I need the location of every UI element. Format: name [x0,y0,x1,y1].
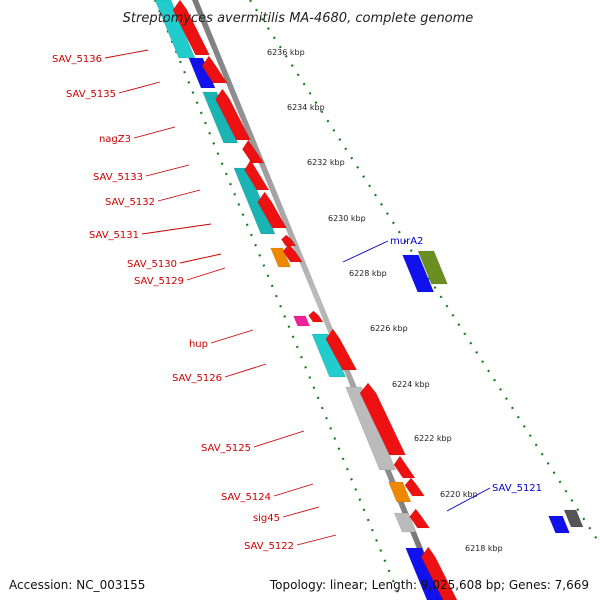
scale-tick-label: 6232 kbp [307,158,345,167]
gene-label[interactable]: SAV_5121 [492,483,542,494]
scale-tick-label: 6234 kbp [287,103,325,112]
leader-line [253,430,305,448]
scale-tick-label: 6224 kbp [392,380,430,389]
map-title: Streptomyces avermitilis MA-4680, comple… [123,11,474,26]
gene-feature [202,91,239,144]
scale-tick-label: 6220 kbp [440,490,478,499]
gene-feature [233,167,276,235]
gene-label[interactable]: SAV_5133 [93,172,143,183]
gene-label[interactable]: SAV_5122 [244,541,294,552]
leader-line [179,253,222,264]
gene-feature [188,57,216,89]
gene-feature [282,243,303,263]
gene-feature [548,515,570,534]
leader-line [186,267,226,281]
gene-feature [420,546,458,600]
gene-feature [215,88,251,141]
scale-tick-label: 6226 kbp [370,324,408,333]
leader-line [104,49,149,59]
gene-label[interactable]: SAV_5136 [52,54,102,65]
gene-label[interactable]: SAV_5125 [201,443,251,454]
label-layer: SAV_5136 SAV_5135 nagZ3 SAV_5133 SAV_5132 SAV… [52,49,542,552]
gene-feature [280,234,297,247]
scale-tick-label: 6222 kbp [414,434,452,443]
feature-layer [154,0,584,600]
gene-feature [311,333,347,378]
leader-line [296,534,337,546]
scale-tick-label: 6236 kbp [267,48,305,57]
leader-line [141,223,212,235]
gene-feature [404,477,425,497]
inner-scale-track [153,0,403,600]
leader-line [133,126,176,139]
leader-line [273,483,314,497]
leader-line [446,487,491,512]
gene-feature [308,310,324,323]
gene-label[interactable]: nagZ3 [99,134,131,145]
summary-text: Topology: linear; Length: 9,025,608 bp; … [269,578,589,592]
leader-line [145,164,190,177]
leader-line [282,506,320,518]
backbone-layer [192,0,444,600]
gene-label[interactable]: SAV_5135 [66,89,116,100]
gene-feature [409,508,431,529]
gene-feature [270,247,291,268]
accession-text: Accession: NC_003155 [9,578,146,592]
gene-feature [388,481,412,503]
gene-feature [359,382,407,456]
gene-feature [172,0,211,56]
gene-feature [417,250,448,285]
genome-backbone [192,0,444,600]
leader-line [342,240,389,263]
gene-label[interactable]: SAV_5129 [134,276,184,287]
outer-scale-track [249,0,600,547]
gene-feature [563,509,584,528]
leader-line [118,81,161,94]
gene-label[interactable]: SAV_5132 [105,197,155,208]
gene-label[interactable]: SAV_5124 [221,492,271,503]
gene-label[interactable]: murA2 [390,236,423,247]
gene-feature [405,547,444,600]
gene-feature [393,512,417,533]
leader-line [210,329,254,344]
scale-tick-label: 6218 kbp [465,544,503,553]
gene-feature [201,55,228,84]
scale-layer: 6236 kbp 6234 kbp 6232 kbp 6230 kbp 6228 kbp… [153,0,600,600]
leader-line [157,189,201,202]
gene-label[interactable]: SAV_5126 [172,373,222,384]
gene-feature [325,328,358,371]
gene-label[interactable]: SAV_5131 [89,230,139,241]
scale-tick-label: 6228 kbp [349,269,387,278]
gene-feature [402,254,435,293]
gene-label[interactable]: SAV_5130 [127,259,177,270]
gene-feature [293,315,311,327]
scale-tick-label: 6230 kbp [328,214,366,223]
gene-feature [244,159,270,191]
gene-label[interactable]: hup [189,339,208,350]
gene-feature [393,455,416,479]
gene-label[interactable]: sig45 [253,513,280,524]
gene-feature [345,386,397,471]
gene-feature [257,191,287,229]
leader-line [224,363,267,378]
